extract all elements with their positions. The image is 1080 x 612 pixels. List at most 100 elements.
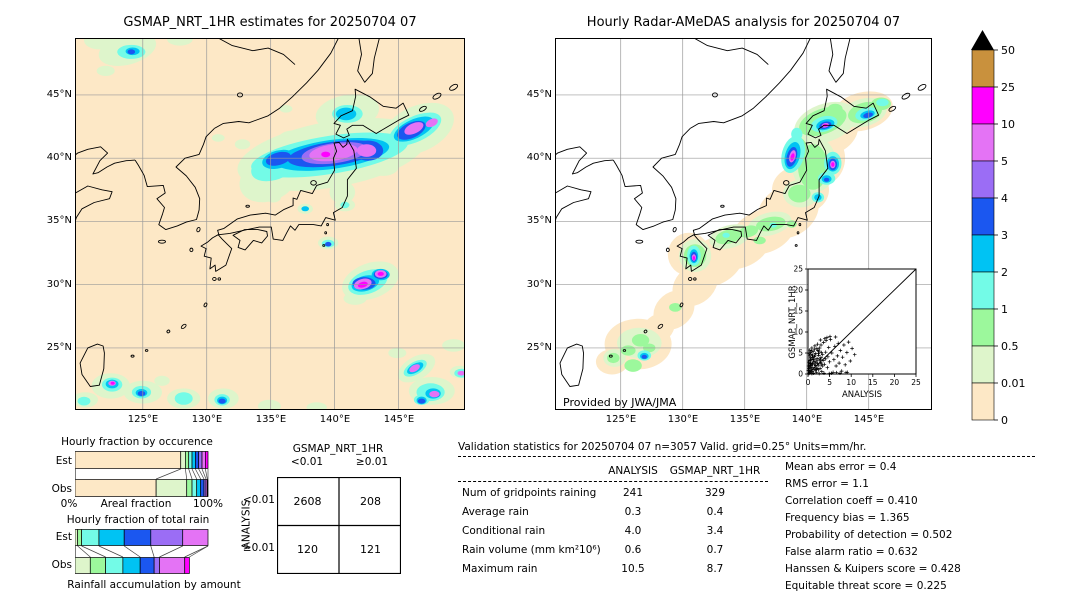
colorbar-segment xyxy=(971,308,995,347)
stats-analysis-value: 0.3 xyxy=(624,506,642,518)
bar-connector xyxy=(159,545,183,558)
rain-contour xyxy=(321,151,331,158)
coastline xyxy=(232,229,268,251)
stats-col-gsmap: GSMAP_NRT_1HR xyxy=(669,465,761,477)
bar-segment xyxy=(89,557,106,574)
bar-segment xyxy=(75,529,79,546)
rain-contour xyxy=(827,103,843,114)
right-map-title: Hourly Radar-AMeDAS analysis for 2025070… xyxy=(586,15,901,30)
colorbar-tick-label: 0.5 xyxy=(1001,340,1019,353)
colorbar-segment xyxy=(971,345,995,384)
rain-contour xyxy=(669,303,682,312)
stats-analysis-value: 10.5 xyxy=(621,563,645,575)
bar-segment xyxy=(182,529,209,546)
coastline xyxy=(828,38,851,83)
colorbar-tick-label: 3 xyxy=(1001,229,1008,242)
bar-connector xyxy=(81,545,106,558)
bar-connector xyxy=(124,545,141,558)
colorbar-tick-label: 2 xyxy=(1001,266,1008,279)
bar-connector xyxy=(201,468,207,480)
areal-fraction-100: 100% xyxy=(192,498,224,510)
bar-segment xyxy=(186,479,193,497)
contingency-value-00: 2608 xyxy=(293,495,322,508)
bar-segment xyxy=(153,557,160,574)
colorbar-tick-label: 1 xyxy=(1001,303,1008,316)
inset-y-tick-label: 15 xyxy=(793,307,803,316)
bar-connector xyxy=(204,468,208,480)
total-rain-title: Hourly fraction of total rain xyxy=(66,514,210,526)
inset-x-tick-label: 15 xyxy=(868,378,878,387)
right-map-lon-tick: 130°E xyxy=(667,414,699,425)
colorbar-segment xyxy=(971,123,995,162)
left-map-lat-tick: 25°N xyxy=(46,342,72,353)
score-line: Correlation coeff = 0.410 xyxy=(785,495,918,507)
rain-contour xyxy=(738,225,759,238)
rain-contour xyxy=(429,390,440,398)
colorbar-over-range-arrow xyxy=(971,30,994,50)
right-map-lat-tick: 35°N xyxy=(526,215,552,226)
island-outline xyxy=(622,349,627,352)
rain-contour xyxy=(329,180,356,204)
inset-x-tick-label: 25 xyxy=(911,378,921,387)
island-outline xyxy=(798,222,802,227)
rain-contour xyxy=(863,112,873,118)
right-map-lat-tick: 25°N xyxy=(526,342,552,353)
right-map-lat-tick: 30°N xyxy=(526,279,552,290)
scatter-ylabel: GSMAP_NRT_1HR xyxy=(788,285,798,358)
island-outline xyxy=(783,180,790,186)
coastline xyxy=(75,146,136,175)
island-outline xyxy=(794,244,798,247)
colorbar-segment xyxy=(971,271,995,310)
island-outline xyxy=(888,105,897,112)
stats-row-label: Conditional rain xyxy=(462,525,546,537)
rain-contour xyxy=(409,364,420,373)
bar-connector xyxy=(155,468,181,480)
bar-segment xyxy=(196,479,202,497)
coastline xyxy=(200,234,233,272)
scatter-inset-ticks: 00 5 5 10 10 15 15 20 20 25 25 xyxy=(793,265,921,387)
left-map-coastlines xyxy=(75,38,459,387)
rain-contour xyxy=(167,38,193,46)
right-map-lon-tick: 135°E xyxy=(729,414,761,425)
left-map-lon-tick: 145°E xyxy=(383,414,415,425)
bar-segment xyxy=(150,529,184,546)
bar-connector xyxy=(191,468,198,480)
bar-segment xyxy=(122,557,141,574)
bar-segment xyxy=(188,451,193,469)
left-map-lon-tick: 140°E xyxy=(319,414,351,425)
bar-connector xyxy=(98,545,124,558)
right-map-lat-tick: 40°N xyxy=(526,152,552,163)
island-outline xyxy=(130,354,135,358)
coastline xyxy=(676,234,708,272)
score-line: Hanssen & Kuipers score = 0.428 xyxy=(785,563,961,575)
bar-connector xyxy=(150,545,155,558)
island-outline xyxy=(196,226,201,233)
island-outline xyxy=(245,204,250,208)
score-line: RMS error = 1.1 xyxy=(785,478,869,490)
scatter-xlabel: ANALYSIS xyxy=(842,390,882,400)
rain-contour xyxy=(84,38,115,50)
rain-contour xyxy=(753,236,766,245)
rain-contour xyxy=(442,339,465,352)
right-map-lon-tick: 140°E xyxy=(791,414,823,425)
coastline xyxy=(693,38,769,65)
rain-contour xyxy=(876,98,889,107)
left-map-lon-tick: 135°E xyxy=(255,414,287,425)
rain-contour xyxy=(607,352,620,364)
rain-contour xyxy=(417,398,426,404)
score-line: Equitable threat score = 0.225 xyxy=(785,580,947,592)
bar-connector xyxy=(195,468,201,480)
rain-contour xyxy=(96,65,115,76)
rain-contour xyxy=(309,143,358,162)
inset-x-tick-label: 20 xyxy=(890,378,900,387)
coastline xyxy=(217,138,357,241)
colorbar: 50 25 10 5 4 3 2 1 0.5 0.01 0 xyxy=(971,30,1026,427)
score-line: False alarm ratio = 0.632 xyxy=(785,546,918,558)
stats-analysis-value: 241 xyxy=(622,487,644,499)
areal-fraction-0: 0% xyxy=(60,498,78,510)
island-outline xyxy=(712,92,718,98)
rain-contour xyxy=(457,370,465,376)
coastline xyxy=(217,38,296,65)
colorbar-tick-label: 10 xyxy=(1001,118,1015,131)
